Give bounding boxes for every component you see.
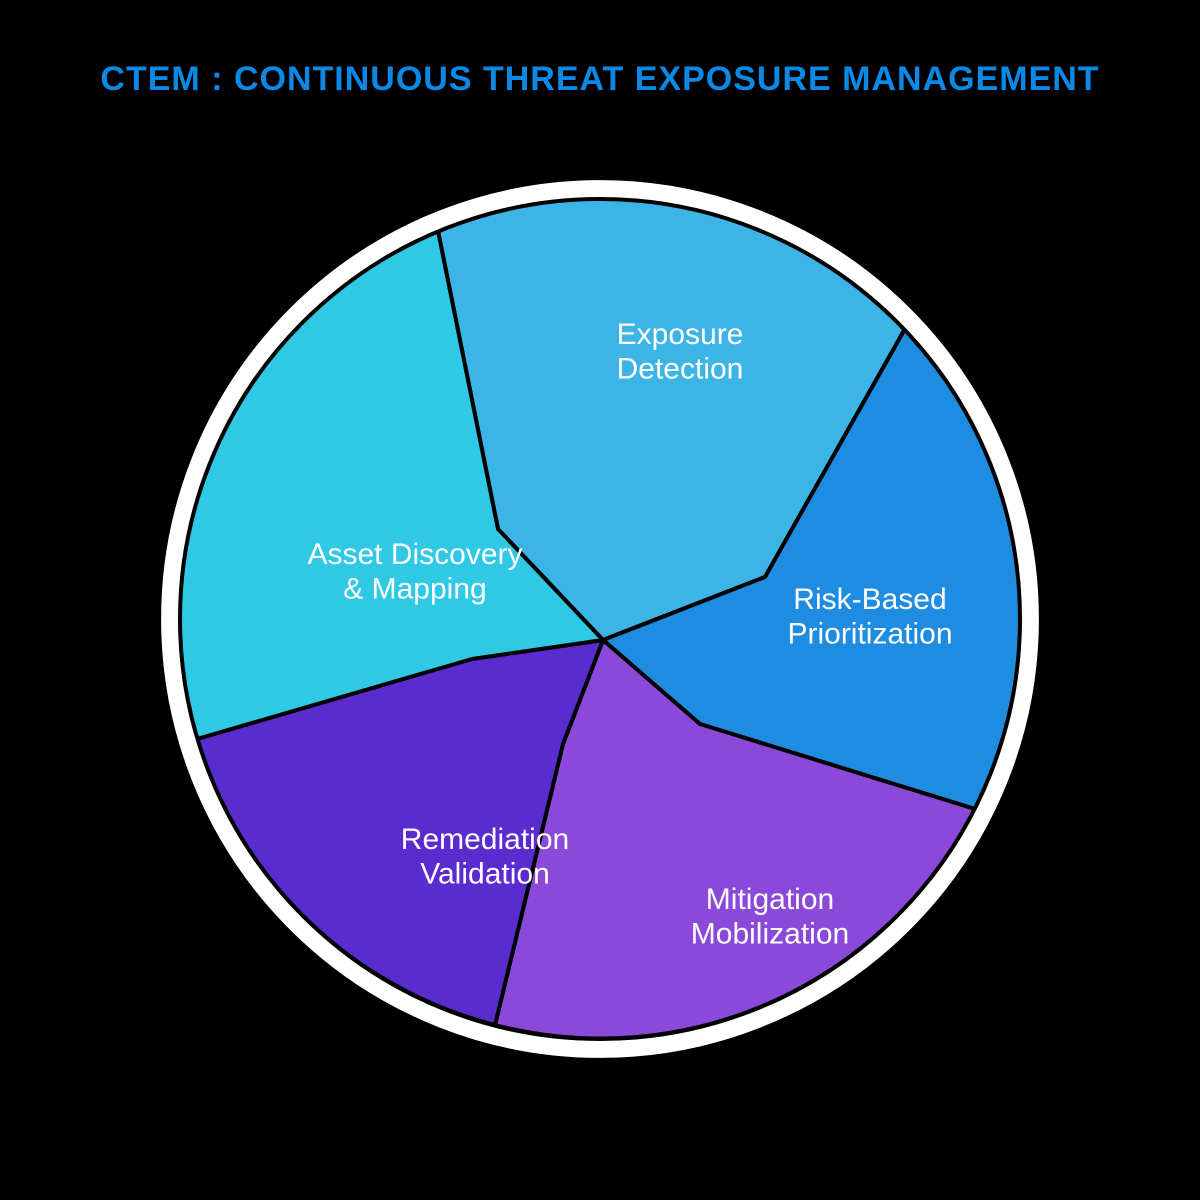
segment-label-exposure-detection: ExposureDetection <box>617 318 744 386</box>
diagram-container: ExposureDetection Risk-BasedPrioritizatio… <box>0 169 1200 1069</box>
segment-label-remediation-validation: RemediationValidation <box>401 823 569 891</box>
segment-label-risk-based-prioritization: Risk-BasedPrioritization <box>787 583 952 651</box>
page-title: CTEM : CONTINUOUS THREAT EXPOSURE MANAGE… <box>0 0 1200 99</box>
aperture-wheel: ExposureDetection Risk-BasedPrioritizatio… <box>150 169 1050 1069</box>
segment-label-mitigation-mobilization: MitigationMobilization <box>691 883 849 951</box>
